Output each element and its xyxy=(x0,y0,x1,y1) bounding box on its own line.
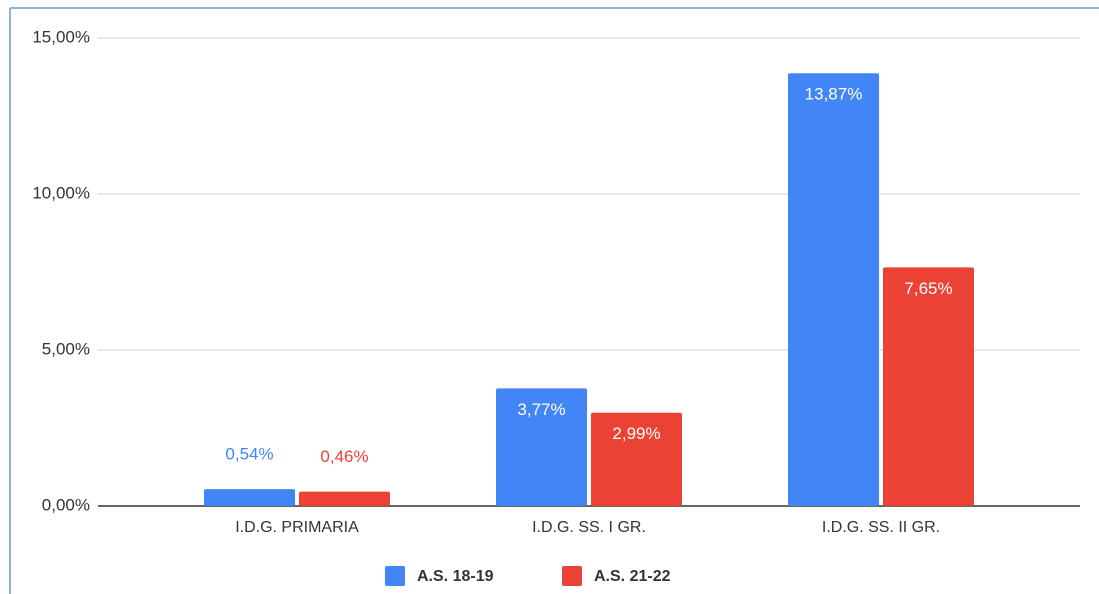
bar xyxy=(591,412,682,506)
data-label: 0,46% xyxy=(320,447,368,466)
bar xyxy=(883,267,974,506)
legend-swatch xyxy=(562,566,582,586)
bar xyxy=(299,491,390,506)
y-tick-label: 5,00% xyxy=(42,339,90,358)
data-label: 2,99% xyxy=(612,424,660,443)
bar xyxy=(204,489,295,506)
legend-swatch xyxy=(385,566,405,586)
bar xyxy=(496,388,587,506)
x-tick-label: I.D.G. SS. II GR. xyxy=(822,519,940,536)
y-tick-label: 15,00% xyxy=(32,27,90,46)
legend-label: A.S. 21-22 xyxy=(594,568,671,585)
bar xyxy=(788,73,879,507)
data-label: 13,87% xyxy=(805,85,863,104)
y-tick-label: 10,00% xyxy=(32,183,90,202)
x-tick-label: I.D.G. SS. I GR. xyxy=(532,519,646,536)
y-tick-label: 0,00% xyxy=(42,495,90,514)
data-label: 3,77% xyxy=(517,400,565,419)
data-label: 0,54% xyxy=(225,445,273,464)
legend-label: A.S. 18-19 xyxy=(417,568,494,585)
x-tick-label: I.D.G. PRIMARIA xyxy=(235,519,359,536)
data-label: 7,65% xyxy=(904,279,952,298)
